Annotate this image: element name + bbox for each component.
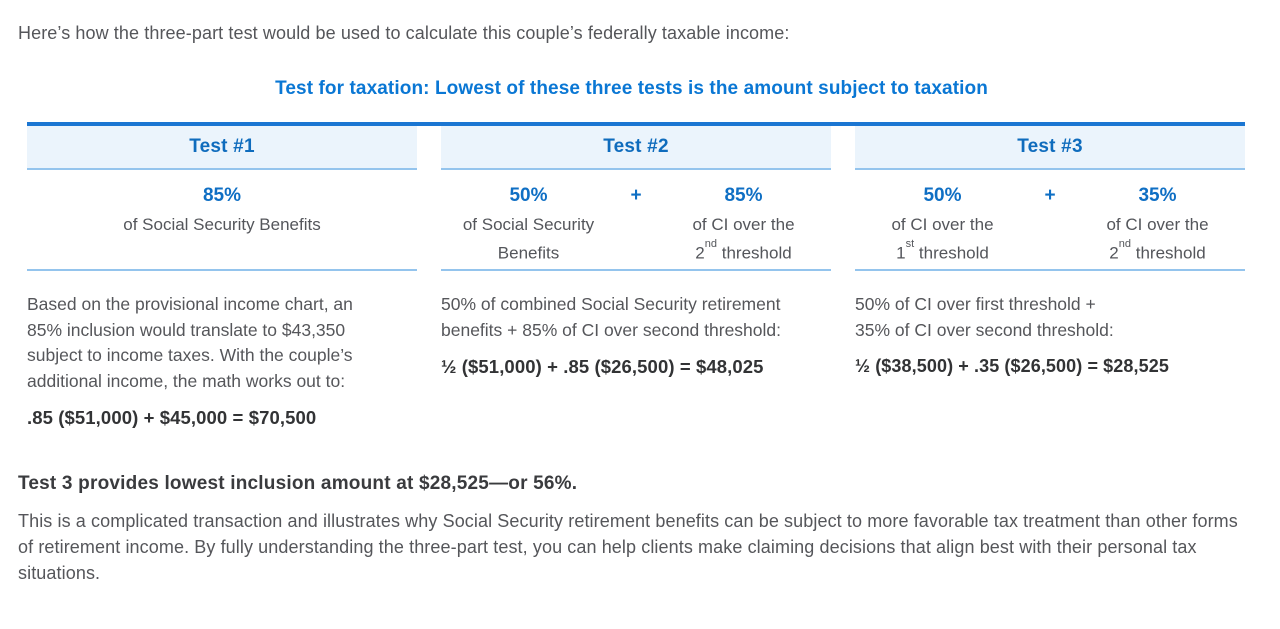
test-2-subhead: 50% of Social Security Benefits + 85% of… xyxy=(441,170,831,271)
test-1-column: Test #1 85% of Social Security Benefits … xyxy=(27,126,417,431)
test-3-percent-2: 35% xyxy=(1138,185,1177,206)
figure-title: Test for taxation: Lowest of these three… xyxy=(275,78,988,99)
desc-line-2-rest: threshold xyxy=(1131,243,1206,263)
test-2-part-2: 85% of CI over the 2nd threshold xyxy=(656,183,831,266)
test-2-part-2-description: of CI over the 2nd threshold xyxy=(656,212,831,266)
test-2-body: 50% of combined Social Security retireme… xyxy=(441,271,831,380)
test-1-formula: .85 ($51,000) + $45,000 = $70,500 xyxy=(27,407,317,428)
ordinal-sup: nd xyxy=(1118,238,1132,250)
test-2-formula: ½ ($51,000) + .85 ($26,500) = $48,025 xyxy=(441,356,764,377)
conclusion-text: Test 3 provides lowest inclusion amount … xyxy=(18,472,578,494)
body-line-1: 50% of CI over first threshold + xyxy=(855,294,1096,314)
test-3-percent-1: 50% xyxy=(923,185,962,206)
test-3-body-text: 50% of CI over first threshold + 35% of … xyxy=(855,292,1245,343)
test-3-header: Test #3 xyxy=(855,126,1245,170)
plus-sign: + xyxy=(630,185,642,206)
test-1-header: Test #1 xyxy=(27,126,417,170)
test-2-percent-1: 50% xyxy=(509,185,548,206)
desc-line-2: 2 xyxy=(1109,243,1119,263)
three-test-table: Test #1 85% of Social Security Benefits … xyxy=(27,122,1245,431)
table-top-border xyxy=(27,122,1245,126)
test-3-formula: ½ ($38,500) + .35 ($26,500) = $28,525 xyxy=(855,356,1169,376)
test-1-percent-description: of Social Security Benefits xyxy=(123,215,321,234)
desc-line-1: of Social Security xyxy=(462,215,595,234)
ordinal-sup: st xyxy=(905,238,915,250)
intro-text: Here’s how the three-part test would be … xyxy=(18,23,790,43)
desc-line-2: 2 xyxy=(695,243,705,263)
test-3-part-2-description: of CI over the 2nd threshold xyxy=(1070,212,1245,266)
page: Here’s how the three-part test would be … xyxy=(18,23,1245,583)
desc-line-2-rest: threshold xyxy=(914,243,989,263)
test-1-body: Based on the provisional income chart, a… xyxy=(27,271,417,431)
test-3-subhead: 50% of CI over the 1st threshold + 35% o… xyxy=(855,170,1245,271)
test-1-subhead: 85% of Social Security Benefits xyxy=(27,170,417,271)
desc-line-1: of CI over the xyxy=(1106,215,1209,234)
test-2-part-1-description: of Social Security Benefits xyxy=(441,212,616,266)
test-3-part-1-description: of CI over the 1st threshold xyxy=(855,212,1030,266)
test-2-part-1: 50% of Social Security Benefits xyxy=(441,183,616,266)
test-2-percent-2: 85% xyxy=(724,185,763,206)
test-2-column: Test #2 50% of Social Security Benefits … xyxy=(441,126,831,431)
desc-line-1: of CI over the xyxy=(692,215,795,234)
test-3-body: 50% of CI over first threshold + 35% of … xyxy=(855,271,1245,380)
desc-line-2: 1 xyxy=(896,243,906,263)
test-1-body-text: Based on the provisional income chart, a… xyxy=(27,294,353,391)
ordinal-sup: nd xyxy=(704,238,718,250)
desc-line-2-rest: threshold xyxy=(717,243,792,263)
body-line-2: 35% of CI over second threshold: xyxy=(855,319,1114,340)
desc-line-1: of CI over the xyxy=(891,215,994,234)
test-1-percent: 85% xyxy=(202,185,242,206)
desc-line-2: Benefits xyxy=(497,243,560,263)
closing-paragraph: This is a complicated transaction and il… xyxy=(18,510,1238,583)
test-2-header: Test #2 xyxy=(441,126,831,170)
test-3-part-2: 35% of CI over the 2nd threshold xyxy=(1070,183,1245,266)
test-3-part-1: 50% of CI over the 1st threshold xyxy=(855,183,1030,266)
test-3-column: Test #3 50% of CI over the 1st threshold… xyxy=(855,126,1245,431)
test-2-body-text: 50% of combined Social Security retireme… xyxy=(441,294,781,340)
plus-sign: + xyxy=(1044,185,1056,206)
